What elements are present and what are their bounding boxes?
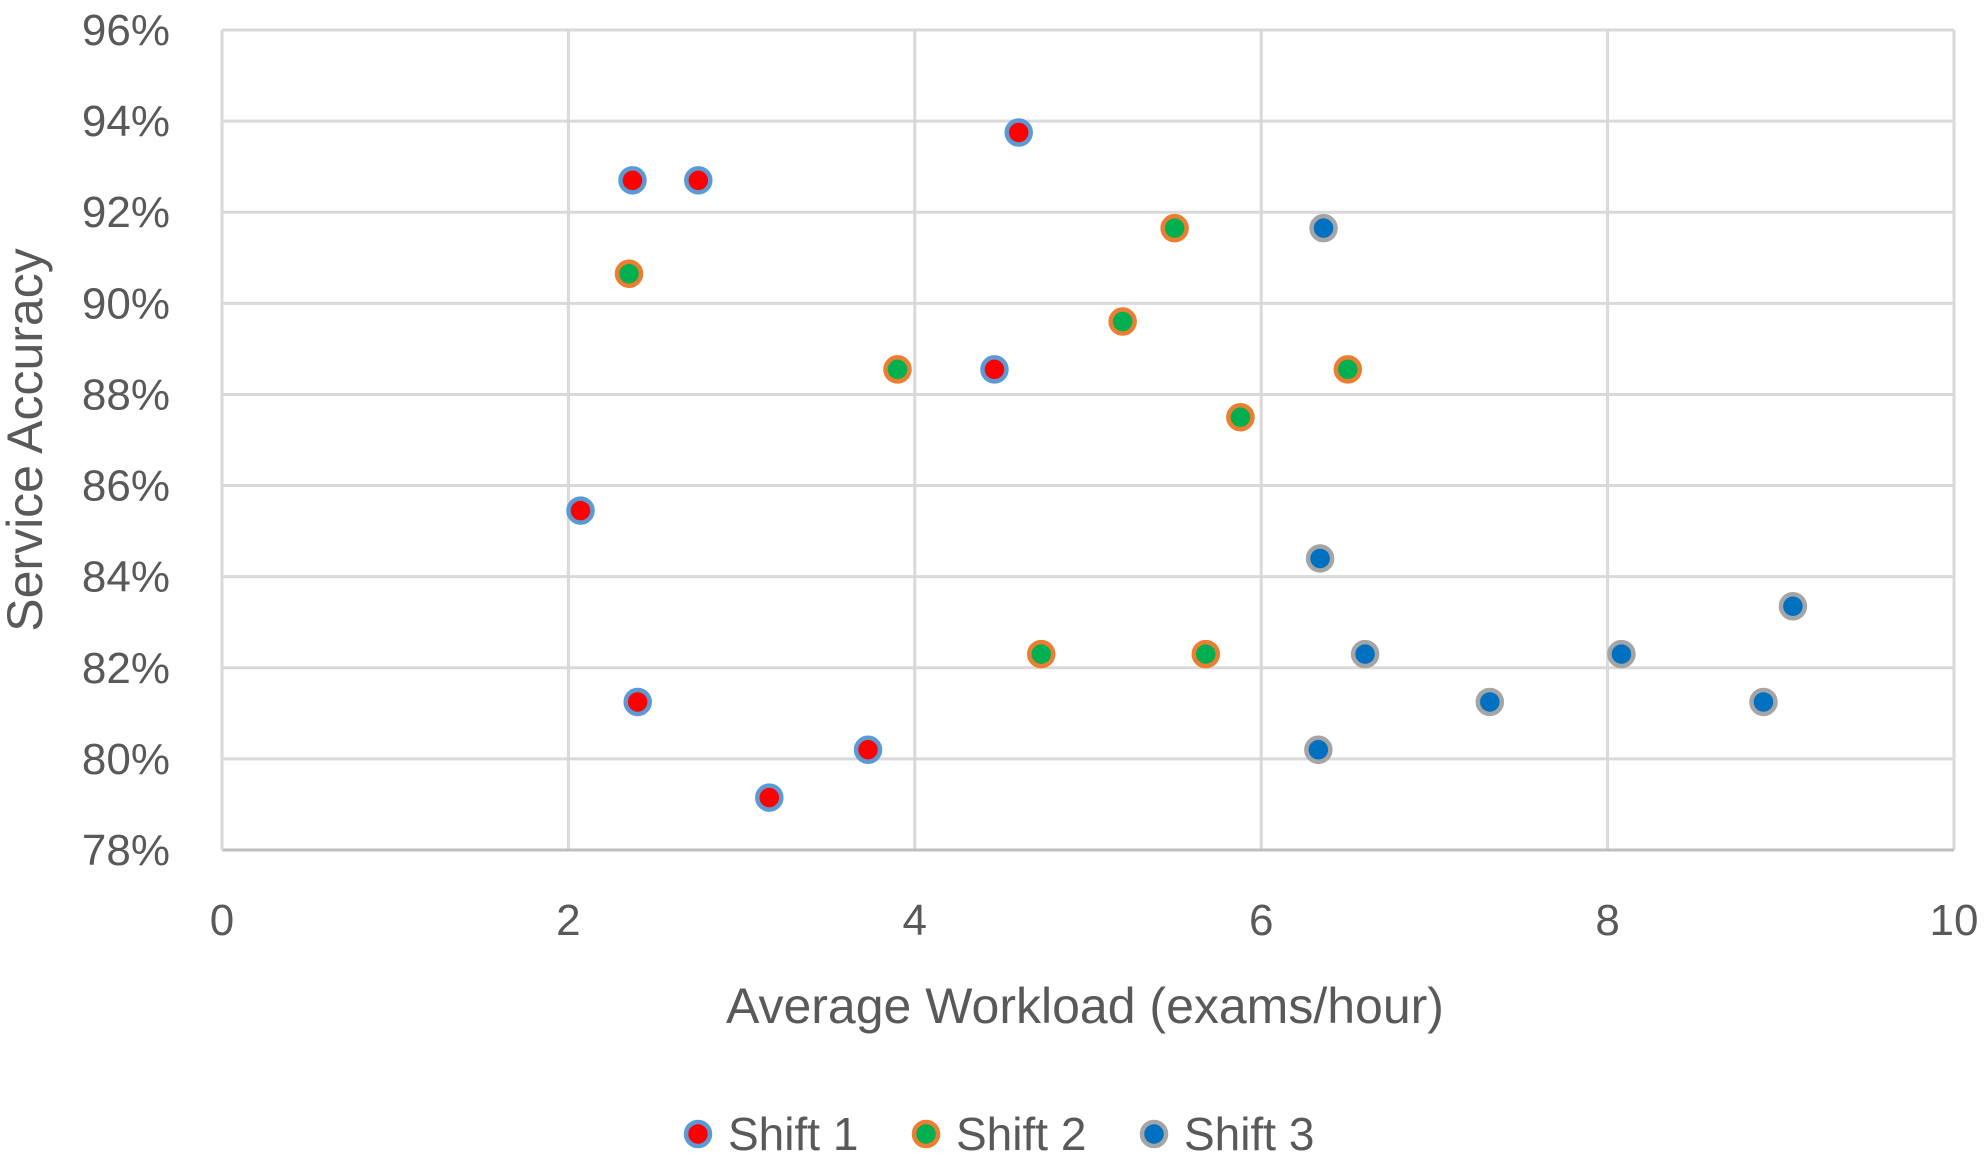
data-point-shift-2	[1191, 639, 1221, 669]
data-point-shift-1	[980, 355, 1009, 384]
y-tick-label: 84%	[82, 553, 170, 602]
data-point-shift-1	[853, 735, 883, 765]
legend-marker-shift-1	[683, 1119, 713, 1149]
y-tick-label: 80%	[82, 735, 170, 784]
x-tick-label: 0	[210, 896, 234, 945]
y-tick-label: 86%	[82, 462, 170, 511]
data-point-shift-1	[684, 166, 713, 195]
data-point-shift-1	[618, 166, 647, 195]
x-axis-title: Average Workload (exams/hour)	[726, 978, 1444, 1034]
y-tick-label: 88%	[82, 370, 170, 419]
data-point-shift-1	[1004, 118, 1033, 147]
legend: Shift 1 Shift 2 Shift 3	[683, 1108, 1314, 1159]
data-point-shift-3	[1304, 735, 1333, 765]
legend-label-shift-1: Shift 1	[728, 1108, 858, 1159]
x-tick-label: 6	[1249, 896, 1273, 945]
data-point-shift-3	[1475, 687, 1505, 717]
y-tick-label: 94%	[82, 97, 170, 146]
y-tick-label: 78%	[82, 826, 170, 875]
data-point-shift-3	[1607, 639, 1636, 669]
x-tick-label: 10	[1930, 896, 1979, 945]
tick-labels: 78% 80% 82% 84% 86% 88% 90% 92% 94% 96% 0 2 4 6 8 10	[82, 6, 1979, 945]
data-point-shift-3	[1749, 687, 1778, 717]
data-point-shift-3	[1309, 213, 1338, 243]
data-point-shift-2	[1333, 355, 1363, 384]
y-tick-label: 82%	[82, 644, 170, 693]
data-point-shift-1	[755, 783, 784, 812]
data-point-shift-2	[883, 355, 912, 384]
x-tick-label: 2	[556, 896, 580, 945]
legend-marker-shift-3	[1139, 1119, 1169, 1149]
x-tick-label: 8	[1595, 896, 1619, 945]
legend-marker-shift-2	[911, 1119, 941, 1149]
data-point-shift-2	[1160, 213, 1189, 243]
axes	[220, 30, 1954, 852]
data-point-shift-2	[614, 259, 644, 288]
gridlines	[220, 28, 1956, 852]
data-point-shift-3	[1350, 639, 1380, 669]
data-points	[566, 118, 1808, 812]
legend-label-shift-2: Shift 2	[956, 1108, 1086, 1159]
data-point-shift-3	[1778, 592, 1808, 621]
legend-label-shift-3: Shift 3	[1184, 1108, 1314, 1159]
y-tick-label: 90%	[82, 279, 170, 328]
data-point-shift-2	[1108, 307, 1137, 336]
data-point-shift-1	[566, 496, 595, 525]
y-tick-label: 92%	[82, 188, 170, 237]
data-point-shift-3	[1305, 544, 1335, 573]
data-point-shift-1	[623, 687, 652, 717]
x-tick-label: 4	[903, 896, 927, 945]
y-axis-title: Service Accuracy	[0, 248, 53, 631]
y-tick-label: 96%	[82, 6, 170, 55]
data-point-shift-2	[1026, 639, 1056, 669]
data-point-shift-2	[1226, 402, 1255, 432]
